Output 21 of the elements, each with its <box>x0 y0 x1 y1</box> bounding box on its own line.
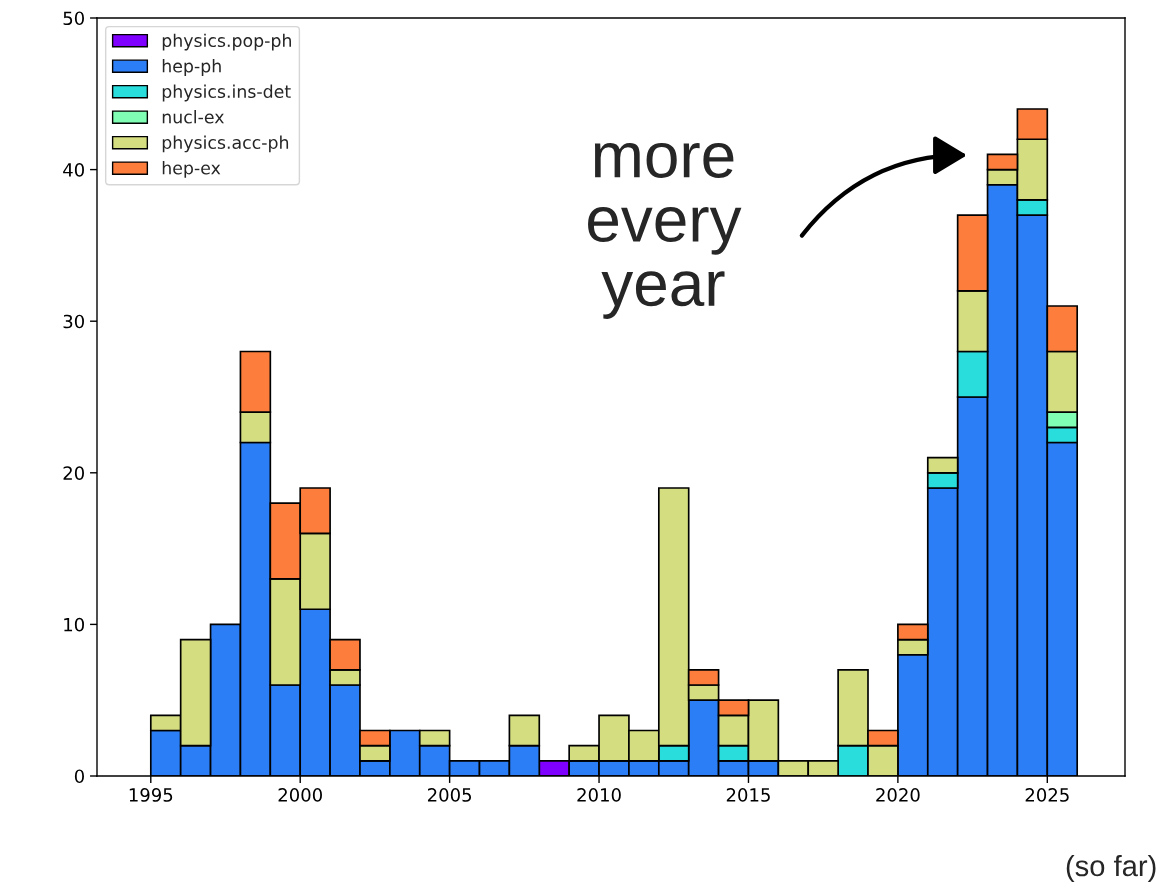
text: (so far) <box>1066 854 1156 883</box>
x-tick-label: 1995 <box>129 788 173 802</box>
x-tick-label: 2020 <box>876 788 920 802</box>
legend-label: physics.ins-det <box>162 84 291 102</box>
legend-label: hep-ph <box>162 59 221 76</box>
y-tick-label: 0 <box>74 769 84 784</box>
x-tick-label: 2010 <box>577 788 621 802</box>
x-tick-label: 2000 <box>278 788 322 802</box>
legend-label: physics.acc-ph <box>162 135 289 153</box>
x-tick-label: 2025 <box>1025 788 1069 802</box>
legend-label: hep-ex <box>162 161 221 178</box>
legend-label: physics.pop-ph <box>162 33 291 51</box>
y-tick-label: 10 <box>64 617 84 632</box>
x-tick-label: 2015 <box>726 788 770 802</box>
y-tick-label: 20 <box>63 466 84 480</box>
y-tick-label: 40 <box>63 163 84 177</box>
x-tick-label: 2005 <box>427 788 472 802</box>
y-tick-label: 30 <box>63 314 84 329</box>
legend-label: nucl-ex <box>162 110 224 124</box>
y-tick-label: 50 <box>63 11 84 26</box>
annotation: more every year <box>588 142 742 319</box>
